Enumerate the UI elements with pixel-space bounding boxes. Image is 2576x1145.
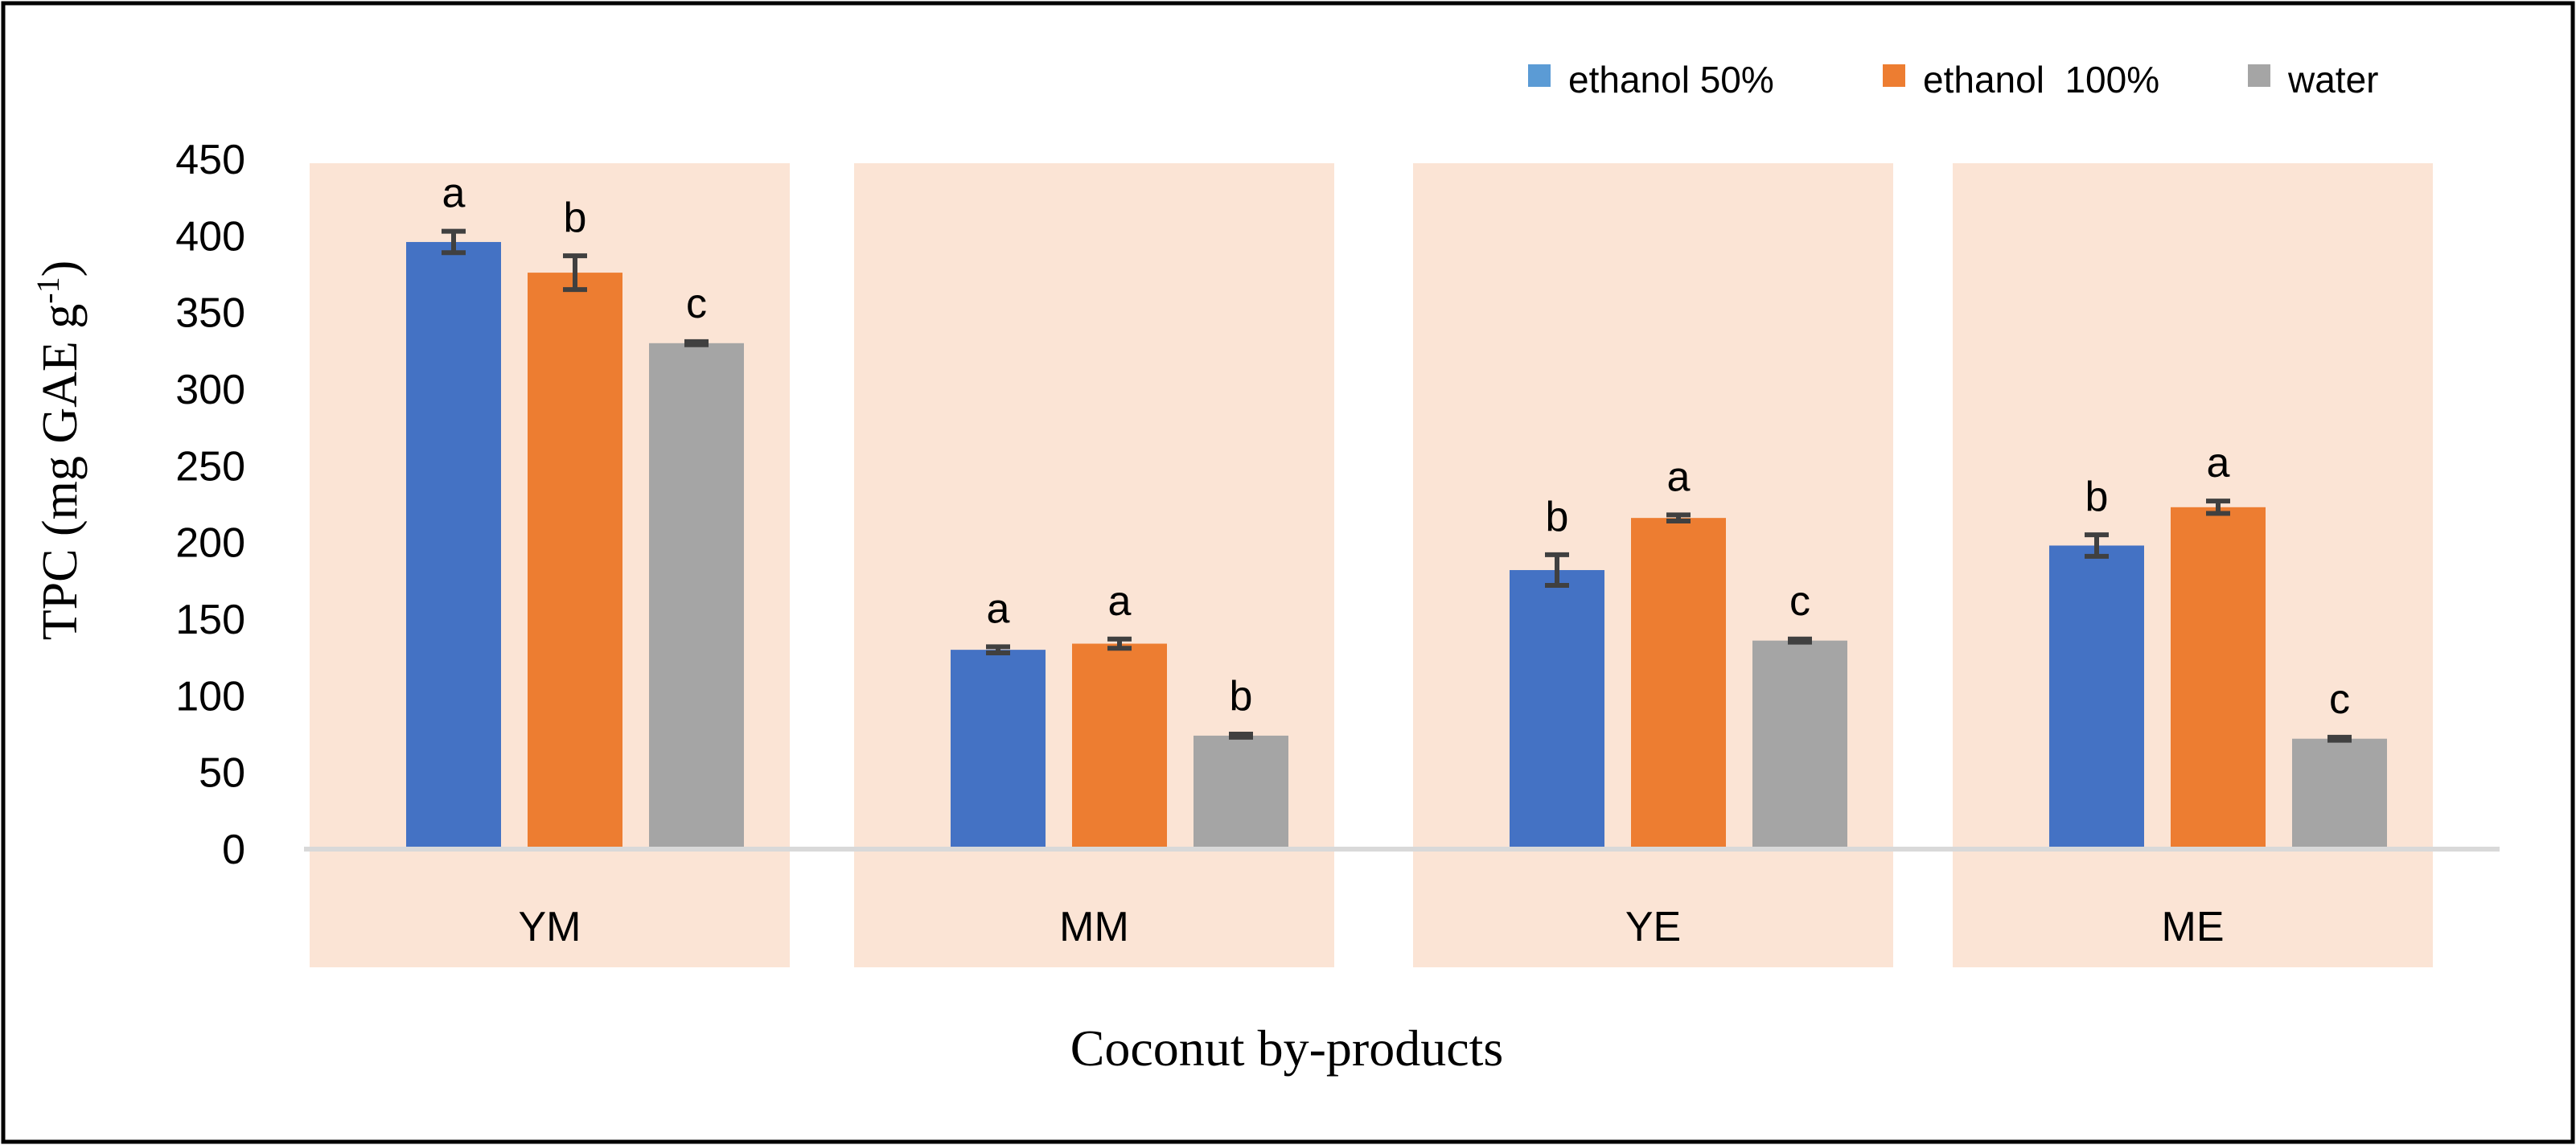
letter-me-series-0: b (2085, 474, 2109, 520)
bar-ym-series-1 (528, 273, 622, 849)
bar-ye-series-1 (1631, 518, 1726, 849)
error-bar-mm-series-2 (1229, 732, 1253, 740)
y-axis-title-close: ) (33, 261, 88, 277)
error-bar-ym-series-0 (442, 228, 466, 256)
error-bar-me-series-2 (2327, 734, 2352, 743)
bars (406, 241, 2387, 850)
letter-ye-series-2: c (1789, 578, 1810, 625)
letter-mm-series-2: b (1230, 673, 1253, 720)
error-bars (442, 228, 2352, 743)
bar-mm-series-1 (1072, 643, 1167, 849)
category-label-ym: YM (519, 904, 581, 950)
y-tick-350: 350 (175, 290, 245, 337)
bar-me-series-0 (2049, 545, 2144, 849)
letter-me-series-2: c (2329, 676, 2350, 723)
legend: ethanol 50% ethanol 100% water (1528, 59, 2378, 101)
bar-me-series-2 (2292, 738, 2387, 849)
error-bar-ym-series-2 (684, 339, 709, 347)
y-tick-400: 400 (175, 213, 245, 260)
y-tick-100: 100 (175, 673, 245, 720)
significance-letters: a a b b b a a a c b c c (442, 170, 2350, 723)
letter-ye-series-0: b (1546, 494, 1569, 540)
legend-label-2: water (2287, 59, 2378, 101)
category-label-me: ME (2162, 904, 2225, 950)
letter-mm-series-1: a (1108, 578, 1132, 625)
y-tick-450: 450 (175, 137, 245, 183)
error-bar-ye-series-0 (1545, 552, 1569, 589)
legend-swatch-1 (1883, 64, 1905, 87)
letter-me-series-1: a (2207, 440, 2230, 486)
error-bar-me-series-1 (2206, 499, 2230, 516)
y-tick-300: 300 (175, 367, 245, 413)
y-tick-150: 150 (175, 597, 245, 643)
category-label-ye: YE (1625, 904, 1681, 950)
bar-me-series-1 (2171, 507, 2266, 849)
letter-ym-series-2: c (686, 281, 707, 327)
error-bar-me-series-0 (2085, 532, 2109, 559)
legend-label-0: ethanol 50% (1568, 59, 1774, 101)
error-bar-mm-series-0 (986, 644, 1010, 655)
y-axis-title: TPC (mg GAE g-1) (30, 261, 88, 640)
category-labels: YM MM YE ME (519, 904, 2225, 950)
letter-ye-series-1: a (1667, 453, 1691, 500)
error-bar-mm-series-1 (1107, 636, 1132, 651)
letter-mm-series-0: a (987, 585, 1010, 632)
bar-ye-series-2 (1752, 640, 1847, 849)
x-axis-title: Coconut by-products (1070, 1020, 1504, 1077)
bar-mm-series-2 (1194, 735, 1288, 849)
error-bar-ye-series-2 (1788, 636, 1812, 645)
y-tick-200: 200 (175, 520, 245, 567)
bar-ym-series-2 (649, 343, 744, 849)
letter-ym-series-1: b (564, 195, 587, 241)
y-tick-250: 250 (175, 443, 245, 490)
category-label-mm: MM (1059, 904, 1129, 950)
bar-ym-series-0 (406, 241, 501, 850)
error-bar-ye-series-1 (1666, 512, 1691, 523)
y-axis-title-superscript: -1 (30, 277, 66, 303)
y-axis-title-main: TPC (mg GAE g (33, 304, 88, 641)
legend-swatch-2 (2248, 64, 2270, 87)
legend-label-1: ethanol 100% (1923, 59, 2159, 101)
bar-ye-series-0 (1510, 569, 1604, 849)
bar-mm-series-0 (951, 650, 1046, 849)
letter-ym-series-0: a (442, 170, 466, 217)
y-tick-0: 0 (222, 827, 245, 873)
error-bar-ym-series-1 (563, 253, 587, 293)
y-tick-50: 50 (199, 750, 245, 797)
legend-swatch-0 (1528, 64, 1551, 87)
y-axis-ticks: 0 50 100 150 200 250 300 350 400 450 (175, 137, 245, 873)
